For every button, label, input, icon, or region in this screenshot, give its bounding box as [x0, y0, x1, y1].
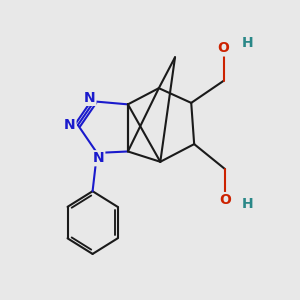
Text: N: N [93, 151, 104, 165]
Text: N: N [84, 91, 95, 105]
Text: N: N [64, 118, 75, 132]
Text: H: H [242, 197, 253, 212]
Text: O: O [219, 193, 231, 207]
Text: H: H [242, 35, 253, 50]
Text: O: O [218, 41, 230, 56]
